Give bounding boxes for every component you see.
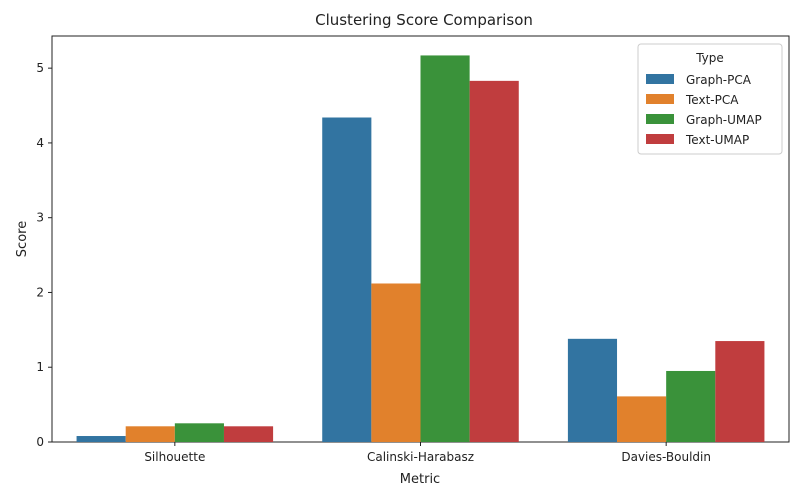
y-axis-label: Score [15,221,30,257]
legend-label-text-pca: Text-PCA [685,93,739,107]
x-axis-label: Metric [400,472,440,487]
bar-text-umap-davies-bouldin [715,341,765,442]
y-axis: 0 1 2 3 4 5 [36,61,52,449]
legend-label-graph-umap: Graph-UMAP [686,113,762,127]
bars-group [76,55,765,442]
bar-text-pca-silhouette [125,426,175,442]
y-tick-label: 5 [36,61,44,75]
bar-graph-umap-calinski-harabasz [420,55,470,442]
bar-text-pca-davies-bouldin [617,396,667,442]
legend-swatch-text-pca [646,94,674,104]
y-tick-label: 2 [36,285,44,299]
legend-swatch-text-umap [646,134,674,144]
y-tick-label: 0 [36,435,44,449]
legend-title: Type [695,51,724,65]
bar-graph-pca-calinski-harabasz [322,117,372,442]
bar-text-umap-calinski-harabasz [469,80,519,442]
y-tick-label: 1 [36,360,44,374]
legend-label-text-umap: Text-UMAP [685,133,749,147]
bar-graph-pca-davies-bouldin [567,338,618,442]
bar-text-pca-calinski-harabasz [371,283,421,442]
bar-graph-umap-davies-bouldin [666,370,716,442]
x-axis: Silhouette Calinski-Harabasz Davies-Bouldi… [144,442,711,464]
legend: Type Graph-PCA Text-PCA Graph-UMAP Text-UMA… [637,43,783,155]
legend-swatch-graph-pca [646,74,674,84]
bar-graph-umap-silhouette [174,423,224,442]
legend-swatch-graph-umap [646,114,674,124]
bar-text-umap-silhouette [223,426,274,442]
y-tick-label: 3 [36,211,44,225]
x-tick-label: Silhouette [144,450,205,464]
x-tick-label: Calinski-Harabasz [367,450,474,464]
legend-label-graph-pca: Graph-PCA [686,73,752,87]
y-tick-label: 4 [36,136,44,150]
x-tick-label: Davies-Bouldin [621,450,711,464]
bar-graph-pca-silhouette [76,436,126,442]
legend-box [637,43,783,155]
chart-title: Clustering Score Comparison [315,11,533,29]
